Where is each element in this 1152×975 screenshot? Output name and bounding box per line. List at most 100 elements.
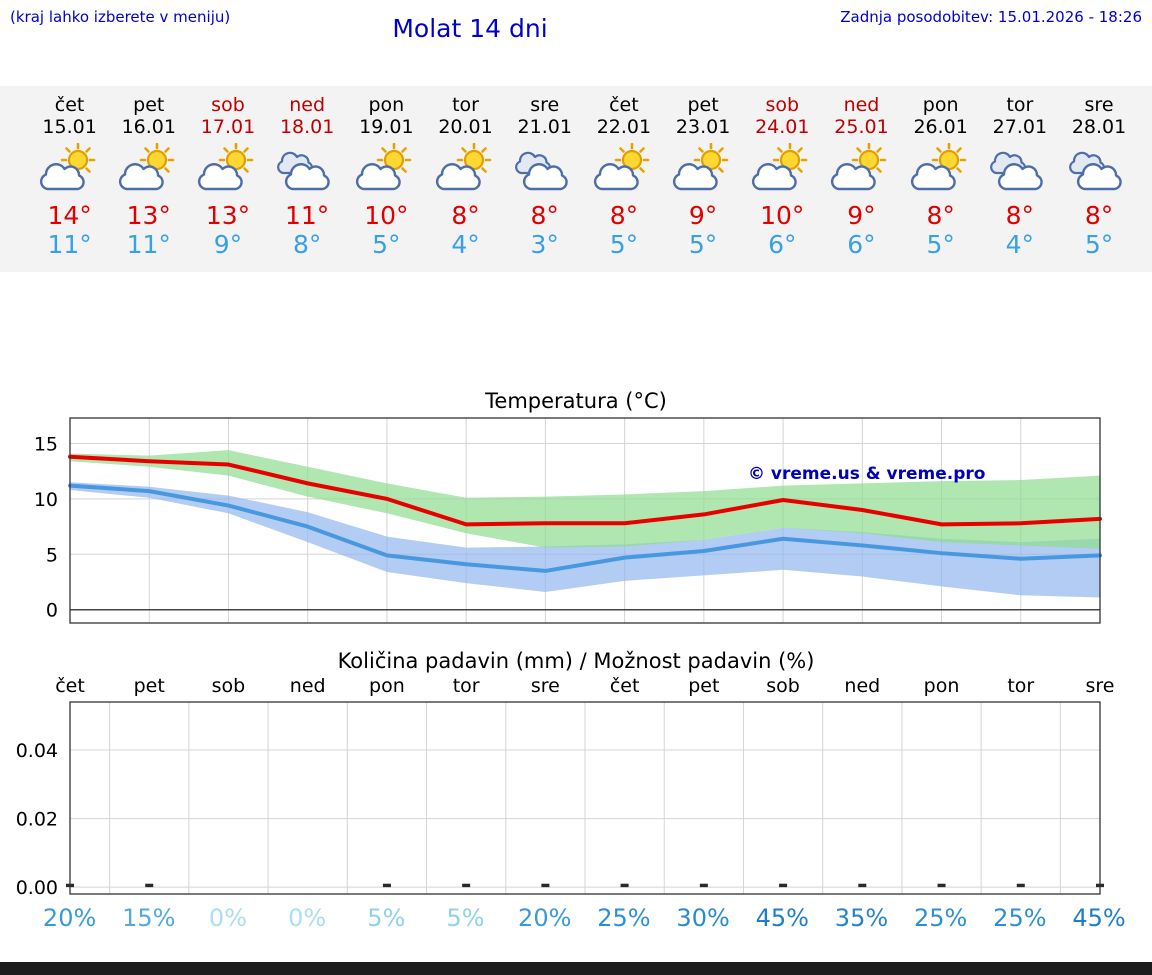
day-date: 27.01: [992, 116, 1048, 138]
day-name: sob: [765, 94, 800, 116]
cloudy-icon: [1059, 141, 1138, 197]
precip-day-label: pet: [134, 675, 165, 697]
precip-day-label: čet: [610, 675, 640, 697]
last-updated-text: Zadnja posodobitev: 15.01.2026 - 18:26: [840, 8, 1142, 26]
partly-sunny-icon: [109, 141, 188, 197]
precip-day-label: tor: [453, 675, 480, 697]
partly-sunny-icon: [584, 141, 663, 197]
uncertainty-band: [70, 450, 1100, 549]
partly-sunny-icon: [30, 141, 109, 197]
forecast-day: pon 19.01 10° 5°: [347, 94, 426, 272]
temp-ytick-label: 0: [46, 600, 58, 622]
precipitation-chart-title: Količina padavin (mm) / Možnost padavin …: [337, 649, 815, 673]
day-date: 24.01: [755, 116, 810, 138]
high-temp: 8°: [530, 201, 559, 230]
day-date: 21.01: [517, 116, 572, 138]
precip-bar: [937, 883, 946, 888]
precip-ytick-label: 0.04: [16, 740, 58, 762]
high-temp: 9°: [688, 201, 718, 230]
high-temp: 10°: [364, 201, 409, 230]
day-name: pon: [368, 94, 405, 116]
day-name: pet: [687, 94, 719, 116]
precip-bar: [858, 883, 867, 888]
day-name: tor: [1006, 94, 1034, 116]
day-name: sob: [211, 94, 245, 116]
low-temp: 5°: [372, 230, 401, 259]
page-title: Molat 14 dni: [392, 14, 548, 43]
forecast-strip: čet 15.01 14° 11° pet 16.01 13° 11° sob 17.01 13° 9…: [0, 86, 1152, 272]
precip-day-label: pon: [924, 675, 960, 697]
forecast-day: tor 27.01 8° 4°: [980, 94, 1059, 272]
day-name: sre: [530, 94, 560, 116]
precip-day-label: pon: [369, 675, 405, 697]
precip-day-label: tor: [1007, 675, 1034, 697]
forecast-day: sre 28.01 8° 5°: [1059, 94, 1138, 272]
cloudy-icon: [505, 141, 584, 197]
low-temp: 5°: [1084, 230, 1114, 259]
precip-probability: 5%: [446, 904, 485, 932]
precip-day-label: ned: [290, 675, 326, 697]
forecast-day: pon 26.01 8° 5°: [901, 94, 980, 272]
day-date: 25.01: [834, 116, 889, 138]
precip-probability: 45%: [1072, 904, 1126, 932]
cloudy-icon: [980, 141, 1059, 197]
high-temp: 9°: [847, 201, 876, 230]
day-date: 20.01: [438, 116, 493, 138]
partly-sunny-icon: [901, 141, 980, 197]
low-temp: 9°: [213, 230, 243, 259]
precip-probability: 35%: [834, 904, 889, 932]
temperature-chart-title: Temperatura (°C): [485, 389, 667, 413]
high-temp: 13°: [126, 201, 171, 230]
precip-day-label: sre: [531, 675, 560, 697]
low-temp: 8°: [292, 230, 322, 259]
day-name: čet: [54, 94, 85, 116]
precip-probability: 20%: [518, 904, 572, 932]
partly-sunny-icon: [347, 141, 426, 197]
precip-bar: [620, 883, 629, 888]
forecast-day: čet 15.01 14° 11°: [30, 94, 109, 272]
partly-sunny-icon: [743, 141, 822, 197]
precip-probability: 0%: [288, 904, 327, 932]
uncertainty-band: [70, 482, 1100, 598]
high-temp: 8°: [1005, 201, 1035, 230]
precip-bar: [779, 883, 788, 888]
day-date: 28.01: [1071, 116, 1127, 138]
day-date: 19.01: [359, 116, 414, 138]
day-name: ned: [289, 94, 326, 116]
forecast-day: ned 18.01 11° 8°: [268, 94, 347, 272]
low-temp: 5°: [926, 230, 955, 259]
high-temp: 8°: [1084, 201, 1114, 230]
precip-bar: [1016, 883, 1025, 888]
high-temp: 8°: [451, 201, 480, 230]
day-date: 18.01: [279, 116, 335, 138]
day-name: ned: [843, 94, 880, 116]
day-date: 17.01: [200, 116, 256, 138]
day-name: tor: [452, 94, 479, 116]
forecast-day: tor 20.01 8° 4°: [426, 94, 505, 272]
partly-sunny-icon: [426, 141, 505, 197]
day-date: 15.01: [42, 116, 97, 138]
low-temp-line: [68, 483, 1102, 573]
high-temp: 11°: [285, 201, 330, 230]
precip-probability: 0%: [208, 904, 247, 932]
partly-sunny-icon: [188, 141, 267, 197]
high-temp: 8°: [926, 201, 955, 230]
precipitation-chart: čet pet sob ned pon tor sre čet pet sob ned pon tor s…: [16, 675, 1115, 899]
precip-probability: 20%: [42, 904, 97, 932]
precip-probability: 25%: [993, 904, 1047, 932]
precip-probability: 5%: [367, 904, 406, 932]
temp-ytick-label: 15: [34, 433, 58, 455]
watermark-link[interactable]: © vreme.us & vreme.pro: [748, 464, 985, 484]
forecast-day: čet 22.01 8° 5°: [584, 94, 663, 272]
high-temp: 14°: [47, 201, 92, 230]
precip-probability: 30%: [676, 904, 730, 932]
day-name: čet: [609, 94, 639, 116]
low-temp: 5°: [609, 230, 639, 259]
low-temp: 4°: [1005, 230, 1035, 259]
forecast-day: sob 17.01 13° 9°: [188, 94, 267, 272]
forecast-day: sob 24.01 10° 6°: [743, 94, 822, 272]
weather-page: (kraj lahko izberete v meniju) Molat 14 …: [0, 8, 1152, 975]
temp-ytick-label: 5: [46, 544, 58, 566]
precip-probability: 15%: [122, 904, 176, 932]
precip-day-label: pet: [688, 675, 719, 697]
